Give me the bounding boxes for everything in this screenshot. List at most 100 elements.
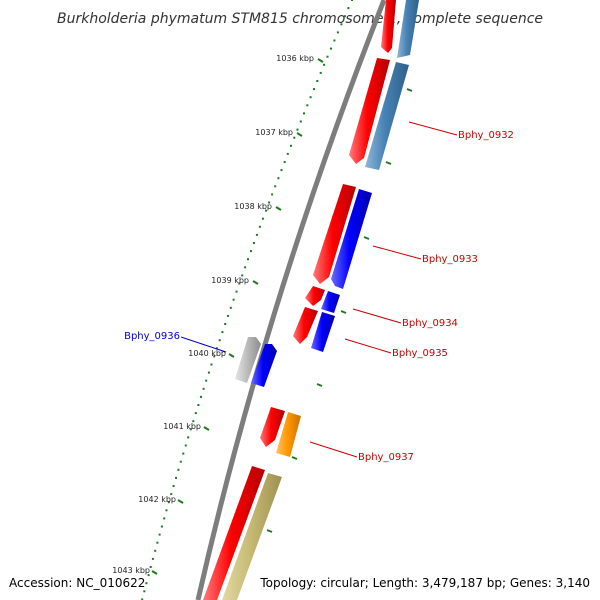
scale-dot — [299, 120, 302, 123]
scale-dot — [271, 193, 274, 196]
scale-dot — [184, 444, 187, 447]
tick-mark — [203, 426, 210, 431]
scale-dot — [175, 476, 177, 479]
scale-dot — [250, 250, 252, 253]
scale-tick: 1040 kbp — [188, 349, 235, 358]
scale-tick: 1042 kbp — [138, 495, 184, 504]
scale-dot — [277, 177, 280, 180]
accession-text: Accession: NC_010622 — [9, 576, 145, 590]
scale-dot — [303, 112, 305, 115]
leader-line — [408, 121, 458, 136]
scale-dot — [205, 379, 208, 382]
tick-mark — [296, 132, 303, 137]
outer-tick-mark — [291, 456, 298, 460]
gene-labels: Bphy_0932 Bphy_0933 Bphy_0934 Bphy_0935 … — [124, 121, 514, 463]
tick-mark — [317, 58, 324, 63]
leader-line — [180, 336, 227, 353]
scale-dot — [319, 71, 322, 74]
leader-line — [352, 308, 402, 324]
scale-dot — [149, 566, 152, 568]
scale-dot — [347, 7, 350, 10]
scale-dot — [258, 225, 261, 228]
gene-label[interactable]: Bphy_0937 — [358, 452, 414, 463]
scale-dot — [265, 209, 267, 212]
gene-arrow[interactable] — [222, 473, 282, 600]
scale-dot — [197, 404, 200, 406]
gene-arrow[interactable] — [276, 412, 301, 457]
gene-arrow[interactable] — [365, 62, 409, 170]
scale-dot — [141, 598, 144, 600]
scale-dot — [194, 412, 197, 415]
gene-arrow[interactable] — [251, 344, 277, 387]
scale-dot — [160, 525, 163, 528]
scale-tick: 1037 kbp — [255, 128, 303, 137]
sequence-summary: Topology: circular; Length: 3,479,187 bp… — [259, 576, 590, 590]
gene-arrow[interactable] — [305, 286, 325, 306]
gene-arrow[interactable] — [331, 189, 372, 289]
scale-dot — [235, 290, 238, 293]
outer-tick-mark — [340, 310, 347, 314]
gene-arrow[interactable] — [321, 291, 340, 313]
scale-dot — [241, 274, 244, 277]
tick-mark — [177, 499, 184, 504]
scale-dot — [187, 436, 190, 439]
gene-arrow[interactable] — [313, 184, 356, 284]
gene-label[interactable]: Bphy_0935 — [392, 348, 448, 359]
tick-mark — [151, 570, 158, 575]
gene-arrow[interactable] — [381, 0, 396, 53]
tick-label: 1036 kbp — [276, 54, 314, 63]
tick-label: 1039 kbp — [211, 276, 249, 285]
tick-mark — [252, 280, 259, 285]
leader-line — [344, 338, 392, 354]
scale-dot — [200, 395, 202, 398]
gene-label[interactable]: Bphy_0934 — [402, 318, 458, 329]
scale-dot — [151, 557, 154, 560]
tick-label: 1041 kbp — [163, 422, 201, 431]
scale-dot — [274, 185, 277, 188]
scale-dot — [227, 314, 229, 317]
outer-tick-mark — [266, 529, 273, 533]
scale-dot — [210, 363, 213, 366]
gene-arrow[interactable] — [235, 337, 261, 383]
gene-arrow[interactable] — [349, 58, 390, 164]
scale-dot — [333, 39, 336, 42]
gene-arrow[interactable] — [260, 407, 285, 447]
scale-dot — [177, 468, 180, 471]
gene-arrow[interactable] — [203, 466, 265, 600]
gene-label[interactable]: Bphy_0933 — [422, 254, 478, 265]
leader-line — [372, 245, 422, 260]
scale-dot — [167, 501, 170, 504]
outer-tick-mark — [363, 236, 370, 240]
scale-dot — [156, 541, 159, 544]
scale-dot — [158, 533, 161, 536]
tick-label: 1040 kbp — [188, 349, 226, 358]
gene-label[interactable]: Bphy_0932 — [458, 130, 514, 141]
gene-label[interactable]: Bphy_0936 — [124, 331, 180, 342]
scale-dot-track — [141, 0, 353, 600]
outer-tick-mark — [316, 383, 323, 387]
scale-dot — [215, 347, 218, 350]
scale-dot — [232, 298, 235, 301]
gene-lane-forward — [235, 337, 277, 387]
scale-dot — [255, 233, 258, 236]
gene-arrow[interactable] — [397, 0, 419, 58]
gene-lane-outer — [222, 0, 419, 600]
scale-dot — [336, 31, 339, 34]
scale-dot — [290, 144, 292, 147]
tick-label: 1037 kbp — [255, 128, 293, 137]
scale-dot — [165, 509, 168, 512]
scale-dot — [330, 47, 332, 50]
gene-arrow[interactable] — [293, 307, 318, 344]
scale-tick: 1039 kbp — [211, 276, 259, 285]
gene-arrow[interactable] — [311, 312, 335, 352]
scale-dot — [192, 420, 195, 423]
scale-dot — [323, 63, 326, 66]
scale-dot — [296, 128, 299, 131]
scale-dot — [154, 549, 157, 552]
scale-dot — [283, 161, 286, 163]
scale-dot — [143, 590, 146, 593]
scale-tick: 1038 kbp — [234, 202, 282, 211]
scale-dot — [145, 582, 148, 585]
scale-dot — [179, 460, 182, 463]
scale-ticks: 1036 kbp 1037 kbp 1038 kbp 1039 kbp 1040… — [112, 54, 324, 575]
